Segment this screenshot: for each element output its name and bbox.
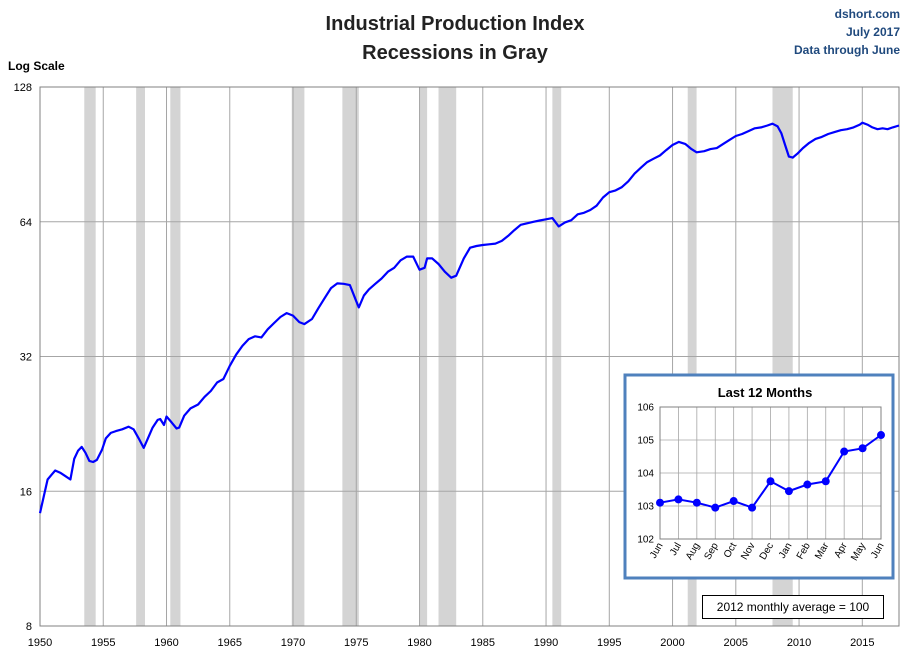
x-tick-label: 2010 (787, 637, 811, 649)
inset-plot-border (659, 406, 882, 540)
index-note: 2012 monthly average = 100 (702, 595, 884, 619)
y-axis-label: Log Scale (8, 59, 65, 73)
inset-data-point (711, 503, 720, 512)
y-tick-label: 16 (20, 486, 32, 498)
inset-data-point (877, 431, 885, 440)
x-tick-label: 1950 (28, 637, 52, 649)
source-site: dshort.com (834, 7, 900, 21)
inset-data-point (803, 480, 812, 489)
source-data-through: Data through June (793, 43, 900, 57)
inset-data-point (674, 495, 683, 504)
y-tick-label: 128 (14, 82, 32, 94)
x-tick-label: 1965 (218, 637, 242, 649)
chart-title: Industrial Production Index (325, 13, 585, 35)
source-date: July 2017 (845, 25, 900, 39)
inset-y-tick-label: 103 (637, 502, 654, 513)
chart-subtitle: Recessions in Gray (362, 42, 548, 64)
inset-data-point (656, 498, 664, 507)
inset-data-point (821, 477, 830, 486)
x-tick-label: 1990 (534, 637, 558, 649)
y-tick-label: 8 (26, 621, 32, 633)
inset-y-tick-label: 105 (637, 436, 654, 447)
inset-title: Last 12 Months (718, 385, 813, 400)
series-line (38, 121, 900, 514)
inset-data-point (858, 444, 867, 453)
x-tick-label: 1980 (407, 637, 431, 649)
inset-y-tick-label: 106 (637, 403, 654, 414)
inset-data-point (784, 487, 793, 496)
x-tick-label: 1955 (91, 637, 115, 649)
x-tick-label: 2015 (850, 637, 874, 649)
x-tick-label: 2005 (724, 637, 748, 649)
inset-y-tick-label: 102 (637, 535, 654, 546)
y-tick-label: 32 (20, 352, 32, 364)
inset-frame (623, 373, 895, 580)
x-tick-label: 1995 (597, 637, 621, 649)
x-tick-label: 2000 (660, 637, 684, 649)
inset-data-point (840, 447, 849, 456)
plot-border (39, 86, 900, 627)
x-tick-label: 1975 (344, 637, 368, 649)
x-tick-label: 1970 (281, 637, 305, 649)
x-tick-label: 1960 (154, 637, 178, 649)
inset-y-tick-label: 104 (637, 469, 654, 480)
x-tick-label: 1985 (471, 637, 495, 649)
inset-data-point (766, 477, 775, 486)
inset-data-point (692, 498, 701, 507)
inset-data-point (748, 503, 757, 512)
inset-data-point (729, 497, 738, 506)
y-tick-label: 64 (20, 217, 32, 229)
